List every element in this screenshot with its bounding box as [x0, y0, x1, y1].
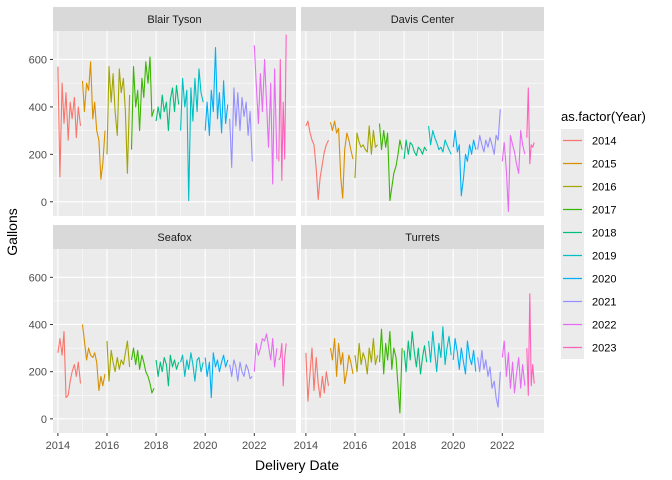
series-line-2018 [403, 139, 428, 160]
series-line-2023 [278, 34, 287, 181]
x-tick-label: 2018 [144, 440, 168, 452]
legend-label: 2015 [592, 159, 616, 171]
series-line-2014 [57, 66, 82, 178]
series-line-2019 [428, 125, 452, 155]
legend-label: 2019 [592, 251, 616, 263]
series-line-2022 [501, 130, 526, 212]
x-tick-label: 2016 [95, 440, 119, 452]
series-line-2016 [354, 338, 379, 375]
y-tick-label: 0 [41, 197, 47, 209]
series-line-2022 [253, 45, 278, 185]
legend-label: 2017 [592, 205, 616, 217]
y-tick-label: 200 [29, 367, 47, 379]
x-tick-label: 2016 [343, 440, 367, 452]
facet-strip [53, 7, 296, 31]
x-tick-label: 2014 [294, 440, 318, 452]
panel-background [53, 31, 296, 216]
facet-strip-label: Davis Center [391, 14, 455, 26]
y-tick-label: 200 [29, 149, 47, 161]
panel-background [53, 249, 296, 433]
series-line-2023 [526, 293, 535, 396]
series-line-2021 [477, 109, 501, 155]
series-line-2016 [354, 125, 379, 179]
series-line-2022 [253, 333, 278, 372]
series-line-2015 [329, 120, 354, 199]
series-line-2023 [278, 342, 287, 387]
y-tick-label: 0 [41, 414, 47, 426]
x-axis-title: Delivery Date [255, 457, 339, 473]
series-line-2015 [329, 338, 354, 385]
series-line-2016 [106, 340, 131, 382]
y-axis-title: Gallons [4, 208, 20, 255]
y-tick-label: 400 [29, 319, 47, 331]
facet-strip-label: Seafox [157, 232, 192, 244]
legend-label: 2022 [592, 320, 616, 332]
series-line-2020 [204, 352, 229, 399]
series-line-2020 [204, 47, 229, 136]
facet-strip-label: Turrets [405, 232, 440, 244]
series-line-2017 [130, 347, 155, 394]
series-line-2014 [57, 331, 82, 399]
series-line-2017 [130, 56, 155, 150]
series-line-2021 [229, 87, 253, 168]
series-line-2020 [452, 338, 477, 375]
legend-label: 2023 [592, 343, 616, 355]
facet-davis-center: Davis Center [301, 7, 544, 216]
series-line-2014 [305, 120, 329, 200]
series-line-2018 [155, 354, 180, 387]
series-line-2021 [477, 349, 501, 408]
facet-strip [301, 7, 544, 31]
series-line-2020 [452, 130, 477, 197]
facet-turrets: Turrets [301, 225, 544, 433]
y-tick-label: 600 [29, 272, 47, 284]
x-tick-label: 2018 [392, 440, 416, 452]
series-line-2022 [501, 340, 526, 394]
series-line-2018 [403, 331, 428, 375]
facet-seafox: Seafox [53, 225, 296, 433]
panel-background [301, 249, 544, 433]
axes: 0 200 400 600 0 200 400 600 2014 2016 2018 2020 2022… [29, 54, 515, 452]
x-tick-label: 2022 [490, 440, 514, 452]
legend-label: 2020 [592, 274, 616, 286]
x-tick-label: 2020 [193, 440, 217, 452]
facet-strip [53, 225, 296, 249]
facet-strip [301, 225, 544, 249]
legend-label: 2016 [592, 182, 616, 194]
series-line-2014 [305, 347, 330, 402]
facet-strip-label: Blair Tyson [147, 14, 201, 26]
x-tick-label: 2014 [46, 440, 70, 452]
facet-blair-tyson: Blair Tyson [53, 7, 296, 216]
series-line-2016 [106, 66, 131, 174]
y-tick-label: 600 [29, 54, 47, 66]
series-line-2019 [428, 326, 452, 373]
legend: as.factor(Year) 2014 2015 2016 2017 2018 2019… [561, 109, 646, 359]
legend-label: 2014 [592, 136, 616, 148]
series-line-2021 [229, 359, 253, 382]
legend-title: as.factor(Year) [561, 109, 646, 124]
series-line-2015 [81, 61, 106, 180]
series-line-2017 [378, 328, 403, 414]
series-line-2023 [526, 87, 535, 165]
series-line-2017 [378, 123, 403, 202]
series-line-2019 [180, 352, 204, 382]
x-tick-label: 2020 [441, 440, 465, 452]
series-line-2019 [180, 68, 204, 202]
y-tick-label: 400 [29, 102, 47, 114]
legend-label: 2018 [592, 228, 616, 240]
legend-label: 2021 [592, 297, 616, 309]
facet-panels: Blair Tyson Davis Center Seafox Turrets [53, 7, 544, 433]
series-line-2018 [155, 85, 180, 132]
x-tick-label: 2022 [242, 440, 266, 452]
series-line-2015 [81, 324, 106, 392]
